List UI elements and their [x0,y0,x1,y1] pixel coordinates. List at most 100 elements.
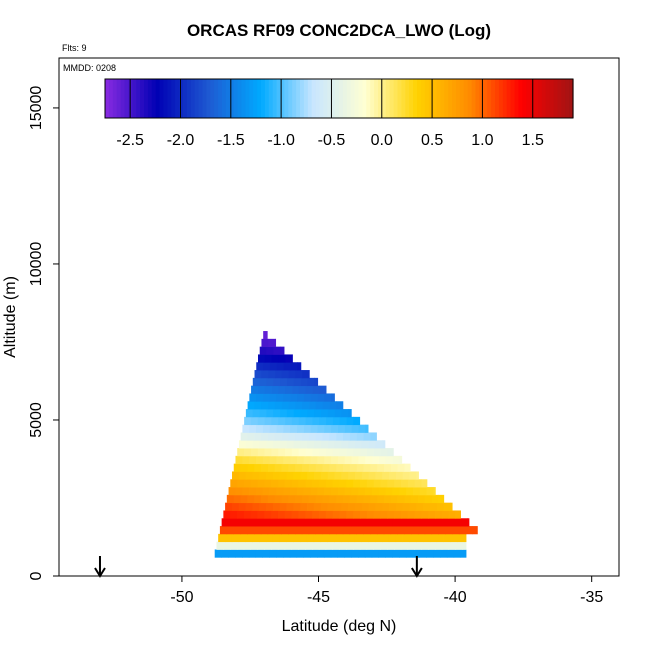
heatmap-cell [339,541,347,550]
heatmap-cell [332,479,340,488]
heatmap-cell [259,502,267,511]
heatmap-cell [419,549,427,558]
heatmap-cell [242,455,250,465]
heatmap-cell [453,549,461,558]
heatmap-cell [356,463,364,472]
heatmap-cell [378,518,386,527]
heatmap-cell [261,370,269,379]
heatmap-cell [226,526,234,535]
colorbar-swatch [210,79,215,118]
heatmap-cell [300,533,308,543]
heatmap-cell [344,424,353,433]
heatmap-cell [448,510,456,519]
heatmap-cell [276,518,284,527]
heatmap-cell [293,471,301,480]
heatmap-cell [375,502,383,511]
heatmap-cell [351,455,359,465]
y-axis: 0 5000 10000 15000 [28,86,59,580]
x-axis-label: Latitude (deg N) [282,618,397,635]
heatmap-cell [385,549,393,558]
y-tick-label: 10000 [28,242,45,287]
colorbar-swatch [561,79,566,118]
heatmap-cell [285,448,293,457]
heatmap-cell [351,549,359,558]
heatmap-cell [240,526,248,535]
colorbar-swatch [397,79,402,118]
heatmap-cell [380,541,388,550]
heatmap-cell [404,463,411,472]
heatmap-cell [450,533,458,543]
colorbar-swatch [393,79,399,118]
colorbar-swatch [257,79,262,118]
heatmap-cell [397,494,405,504]
heatmap-cell [233,494,241,504]
heatmap-cell [296,518,304,527]
colorbar-swatch [124,79,129,118]
heatmap-cell [385,455,393,465]
heatmap-cell [400,510,409,519]
heatmap-cell [387,448,394,457]
heatmap-cell [250,479,259,488]
heatmap-cell [255,455,264,465]
heatmap-cell [284,479,293,488]
heatmap-cell [278,448,286,457]
colorbar-swatch [534,79,539,118]
heatmap-cell [305,385,313,394]
heatmap-cell [247,463,255,472]
heatmap-cell [303,549,311,558]
heatmap-cell [371,549,380,558]
heatmap-cell [254,370,262,379]
heatmap-cell [354,533,362,543]
heatmap-cell [283,362,291,371]
colorbar-tick-label: 1.5 [522,132,544,149]
heatmap-cell [283,487,291,496]
heatmap-cell [295,432,303,441]
heatmap-cell [267,432,276,441]
heatmap-cell [349,463,358,472]
colorbar-swatch [155,79,161,118]
heatmap-cell [330,487,339,496]
colorbar-tick-label: -1.5 [217,132,245,149]
colorbar-swatch [514,79,519,118]
heatmap-cell [404,494,412,504]
colorbar-swatch [112,79,118,118]
heatmap-cell [351,487,359,496]
colorbar-swatch [401,79,406,118]
x-tick-label: -45 [307,589,330,606]
heatmap-cell [301,494,310,504]
colorbar-tick-label: 0.5 [421,132,443,149]
heatmap-cell [259,377,267,387]
heatmap-cell [312,448,320,457]
colorbar-swatch [436,79,441,118]
colorbar-swatch [202,79,207,118]
heatmap-cell [344,518,352,527]
heatmap-cell [368,533,376,543]
heatmap-cell [322,432,330,441]
heatmap-cell [256,393,264,402]
heatmap-cell [390,526,398,535]
heatmap-cell [423,533,431,543]
heatmap-cell [303,424,312,433]
colorbar-swatch [350,79,356,118]
heatmap-cell [297,362,302,371]
heatmap-cell [433,549,441,558]
heatmap-cell [361,440,370,449]
heatmap-cell [414,541,422,550]
heatmap-cell [443,533,451,543]
heatmap-cell [310,518,318,527]
heatmap-cell [406,487,414,496]
heatmap-cell [292,354,293,363]
heatmap-cell [435,510,443,519]
heatmap-cell [269,424,277,433]
heatmap-cell [228,549,236,558]
colorbar-swatch [487,79,492,118]
heatmap-cell [359,541,368,550]
colorbar-tick-label: -2.0 [167,132,195,149]
heatmap-cell [303,455,312,465]
colorbar-swatch [444,79,449,118]
colorbar-swatch [315,79,321,118]
colorbar-swatch [175,79,180,118]
heatmap-cell [387,541,395,550]
heatmap-cell [283,455,291,465]
